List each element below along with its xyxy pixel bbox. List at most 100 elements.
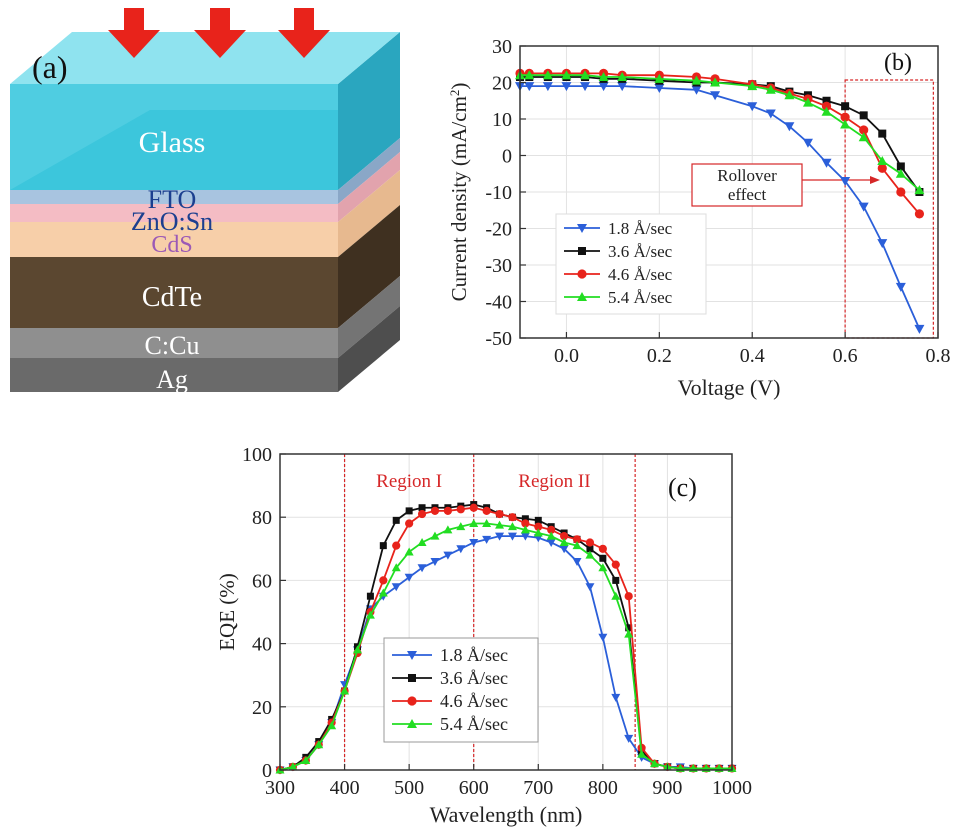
- eqe-series: [275, 501, 737, 775]
- data-point: [896, 162, 905, 171]
- data-point: [617, 72, 628, 82]
- stack-side-ccu: [338, 276, 400, 358]
- data-point: [617, 82, 628, 92]
- data-point: [495, 532, 505, 541]
- panel-a-label: (a): [32, 49, 68, 85]
- data-point: [821, 106, 832, 116]
- layer-label-cdte: CdTe: [142, 282, 202, 313]
- legend-label: 5.4 Å/sec: [608, 288, 673, 307]
- data-point: [624, 629, 634, 638]
- data-point: [784, 122, 795, 132]
- layer-zno: [10, 204, 338, 222]
- data-point: [877, 239, 888, 249]
- data-point: [443, 506, 452, 515]
- x-tick-label: 500: [394, 777, 424, 799]
- data-point: [580, 82, 591, 92]
- data-point: [404, 547, 414, 556]
- data-point: [547, 525, 556, 534]
- data-point: [598, 82, 609, 92]
- x-tick-label: 600: [459, 777, 489, 799]
- data-point: [611, 560, 620, 569]
- x-tick-label: 0.2: [647, 345, 672, 367]
- data-point: [507, 532, 517, 541]
- rollover-label-line1: Rollover: [717, 166, 777, 185]
- legend-label: 4.6 Å/sec: [608, 265, 673, 284]
- down-arrow-icon: [108, 8, 160, 58]
- layer-cdte: [10, 257, 338, 328]
- data-point: [524, 70, 535, 80]
- eqe-y-axis-label: EQE (%): [215, 573, 239, 651]
- data-point: [572, 557, 582, 566]
- data-point: [598, 563, 608, 572]
- data-point: [533, 528, 543, 537]
- x-tick-label: 0.8: [926, 345, 951, 367]
- data-point: [560, 532, 569, 541]
- data-point: [524, 82, 535, 92]
- data-point: [598, 544, 607, 553]
- legend-marker: [408, 674, 416, 682]
- data-point: [878, 129, 887, 138]
- y-tick-label: -50: [485, 328, 512, 350]
- y-tick-label: 100: [242, 444, 272, 466]
- data-point: [841, 102, 850, 111]
- data-point: [559, 537, 569, 546]
- data-point: [520, 532, 530, 541]
- legend-label: 4.6 Å/sec: [440, 691, 508, 711]
- data-point: [858, 202, 869, 212]
- y-tick-label: 20: [252, 697, 272, 719]
- eqe-x-axis-label: Wavelength (nm): [430, 802, 583, 827]
- glass-highlight: [10, 84, 338, 190]
- data-point: [378, 588, 388, 597]
- jv-x-axis-label: Voltage (V): [678, 375, 781, 400]
- data-point: [598, 72, 609, 82]
- data-point: [430, 531, 440, 540]
- legend-label: 1.8 Å/sec: [440, 645, 508, 665]
- legend-marker: [577, 269, 587, 279]
- data-point: [650, 759, 660, 768]
- data-point: [391, 563, 401, 572]
- down-arrow-icon: [278, 8, 330, 58]
- data-point: [542, 70, 553, 80]
- data-point: [456, 505, 465, 514]
- jv-y-axis-label: Current density (mA/cm2): [447, 83, 472, 302]
- eqe-legend: 1.8 Å/sec 3.6 Å/sec 4.6 Å/sec 5.4 Å/sec: [383, 637, 539, 743]
- data-point: [417, 509, 427, 519]
- data-point: [392, 516, 400, 524]
- y-tick-label: -30: [485, 255, 512, 277]
- data-point: [469, 538, 479, 547]
- x-tick-label: 800: [588, 777, 618, 799]
- data-point: [482, 506, 491, 515]
- data-point: [288, 762, 298, 771]
- data-point: [301, 756, 311, 765]
- data-point: [314, 740, 324, 749]
- data-point: [802, 97, 813, 107]
- y-tick-label: 80: [252, 507, 272, 529]
- legend-marker: [577, 224, 587, 233]
- data-point: [469, 503, 478, 512]
- data-point: [546, 538, 556, 547]
- legend-label: 3.6 Å/sec: [608, 242, 673, 261]
- data-point: [585, 583, 595, 592]
- data-point: [561, 82, 572, 92]
- data-point: [469, 519, 479, 528]
- data-point: [572, 541, 582, 550]
- data-point: [691, 85, 702, 95]
- eqe-chart: Region I Region II 300 400 500 600 700 800 900 1…: [215, 444, 752, 827]
- data-point: [456, 522, 466, 531]
- data-point: [559, 545, 569, 554]
- series-line: [520, 85, 921, 330]
- data-point: [858, 132, 869, 142]
- data-point: [404, 573, 414, 582]
- data-point: [418, 504, 426, 512]
- data-point: [508, 513, 517, 522]
- jv-panel-label: (b): [884, 50, 912, 76]
- series-line: [520, 74, 921, 191]
- rollover-label-box: [691, 163, 803, 207]
- data-point: [534, 522, 543, 531]
- data-point: [585, 538, 595, 547]
- series-0: [515, 82, 925, 334]
- data-point: [580, 70, 591, 80]
- y-tick-label: 30: [492, 36, 512, 58]
- legend-marker: [407, 651, 417, 660]
